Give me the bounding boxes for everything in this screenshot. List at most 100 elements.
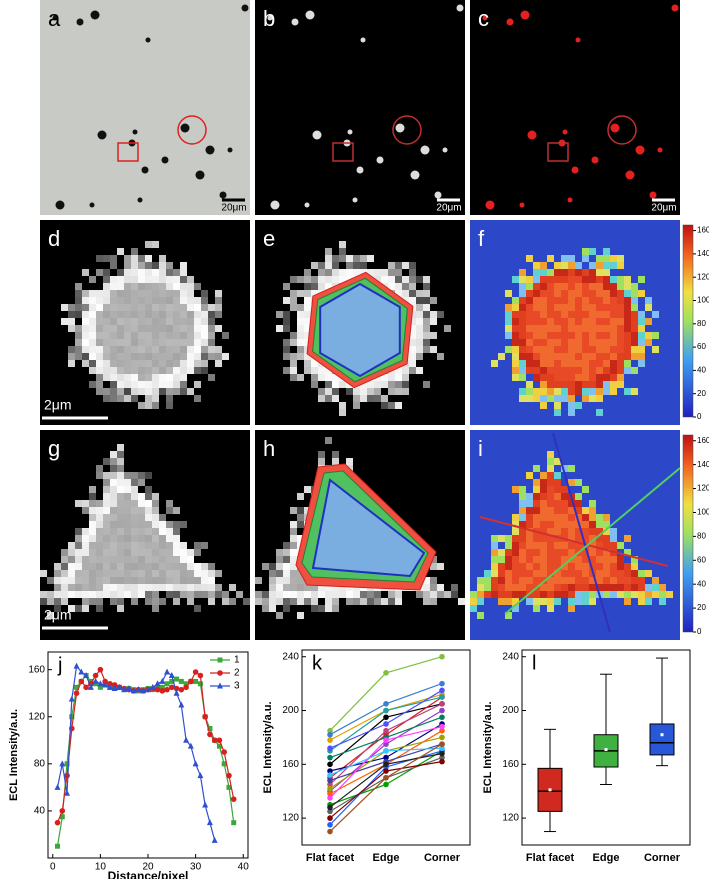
pixel: [110, 311, 117, 318]
pixel: [297, 374, 304, 381]
pixel: [638, 346, 645, 353]
marker: [164, 668, 171, 675]
pixel: [561, 262, 568, 269]
pixel: [491, 535, 498, 542]
pixel: [568, 542, 575, 549]
pixel: [547, 577, 554, 584]
pixel: [166, 556, 173, 563]
pixel: [222, 332, 229, 339]
pixel: [75, 563, 82, 570]
pixel: [166, 577, 173, 584]
pixel: [138, 479, 145, 486]
pixel: [145, 297, 152, 304]
pixel: [96, 535, 103, 542]
pixel: [526, 304, 533, 311]
pixel: [346, 584, 353, 591]
pixel: [547, 570, 554, 577]
pixel: [283, 605, 290, 612]
pixel: [582, 283, 589, 290]
pixel: [145, 360, 152, 367]
pixel: [166, 591, 173, 598]
marker: [78, 678, 85, 685]
pixel: [103, 311, 110, 318]
pixel: [568, 570, 575, 577]
pixel: [75, 311, 82, 318]
pixel: [290, 542, 297, 549]
pixel: [110, 549, 117, 556]
pixel: [430, 556, 437, 563]
pixel: [589, 584, 596, 591]
pixel: [589, 577, 596, 584]
pixel: [589, 388, 596, 395]
pixel: [451, 584, 458, 591]
pixel: [124, 528, 131, 535]
pixel: [589, 325, 596, 332]
pixel: [346, 591, 353, 598]
pixel: [138, 332, 145, 339]
pixel: [533, 570, 540, 577]
pixel: [512, 346, 519, 353]
pixel: [96, 605, 103, 612]
pixel: [82, 605, 89, 612]
pixel: [166, 584, 173, 591]
x-tick-label: Corner: [424, 852, 461, 864]
pixel: [554, 353, 561, 360]
pixel: [75, 577, 82, 584]
pixel: [589, 276, 596, 283]
pixel: [283, 556, 290, 563]
pixel: [430, 311, 437, 318]
marker: [327, 791, 333, 797]
marker: [383, 774, 389, 781]
pixel: [124, 472, 131, 479]
pixel: [631, 290, 638, 297]
pixel: [505, 577, 512, 584]
pixel: [582, 311, 589, 318]
pixel: [124, 290, 131, 297]
marker: [140, 687, 147, 694]
pixel: [491, 584, 498, 591]
pixel: [610, 360, 617, 367]
pixel: [596, 262, 603, 269]
pixel: [110, 493, 117, 500]
pixel: [526, 535, 533, 542]
pixel: [519, 304, 526, 311]
pixel: [437, 311, 444, 318]
pixel: [603, 346, 610, 353]
pixel: [547, 297, 554, 304]
pixel: [477, 591, 484, 598]
pixel: [269, 605, 276, 612]
pixel: [547, 388, 554, 395]
pixel: [318, 388, 325, 395]
pixel: [173, 276, 180, 283]
pixel: [166, 367, 173, 374]
pixel: [96, 381, 103, 388]
marker: [102, 681, 109, 688]
pixel: [131, 486, 138, 493]
pixel: [603, 353, 610, 360]
pixel: [276, 577, 283, 584]
pixel: [554, 521, 561, 528]
pixel: [423, 381, 430, 388]
pixel: [526, 318, 533, 325]
legend-label: 2: [234, 668, 240, 679]
pixel: [124, 269, 131, 276]
marker: [383, 748, 389, 754]
pixel: [617, 290, 624, 297]
pixel: [124, 514, 131, 521]
pixel: [582, 353, 589, 360]
pixel: [533, 276, 540, 283]
pixel: [596, 388, 603, 395]
pixel: [568, 346, 575, 353]
pixel: [82, 500, 89, 507]
pixel: [561, 360, 568, 367]
pixel: [519, 374, 526, 381]
pixel: [276, 598, 283, 605]
pixel: [554, 598, 561, 605]
pixel: [540, 325, 547, 332]
pixel: [526, 395, 533, 402]
pixel: [283, 549, 290, 556]
pixel: [645, 598, 652, 605]
pixel: [568, 465, 575, 472]
pixel: [208, 598, 215, 605]
pixel: [568, 479, 575, 486]
